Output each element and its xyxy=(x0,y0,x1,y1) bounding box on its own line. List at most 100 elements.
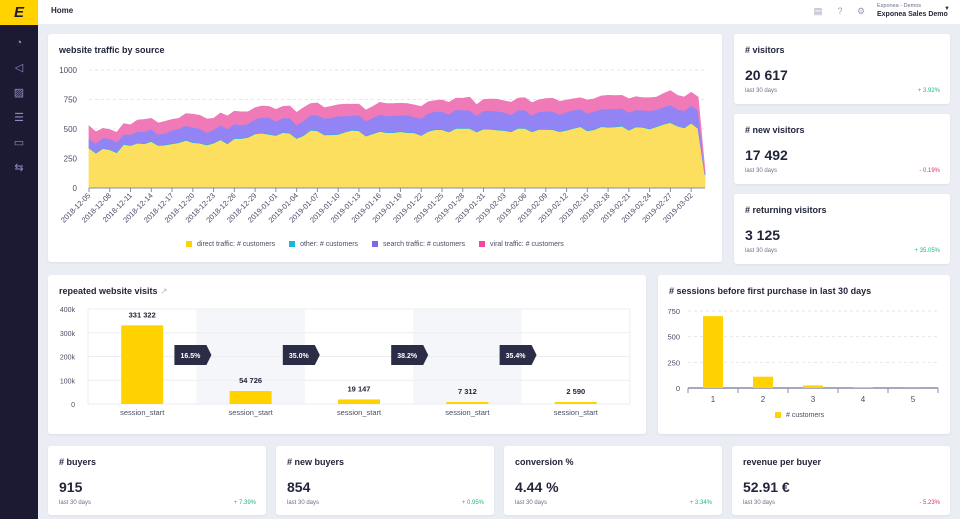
kpi-change: - 0.19% xyxy=(919,168,940,174)
conversion-rate-label: 35.0% xyxy=(289,353,310,360)
conversion-rate-label: 16.5% xyxy=(180,353,201,360)
y-tick-label: 250 xyxy=(64,155,78,164)
kpi-value: 4.44 % xyxy=(515,479,559,495)
kpi-value: 20 617 xyxy=(745,67,788,83)
kpi-period: last 30 days xyxy=(59,500,92,506)
help-icon[interactable]: ? xyxy=(837,6,843,16)
kpi-change: + 7.39% xyxy=(233,500,256,506)
sessions-bar-chart: 0 250 500 750 1 2 3 4 5 xyxy=(667,307,939,404)
database-icon[interactable]: ☰ xyxy=(14,112,24,124)
bar-value-label: 19 147 xyxy=(348,384,371,393)
funnel-bar-chart: 0 100k 200k 300k 400k 331 322 session_start 54 … xyxy=(60,307,631,417)
kpi-card[interactable]: # buyers 915 last 30 days + 7.39% xyxy=(48,446,266,515)
kpi-title: # returning visitors xyxy=(745,205,827,215)
funnel-bar[interactable] xyxy=(121,325,164,404)
kpi-card[interactable]: # new buyers 854 last 30 days + 0.95% xyxy=(276,446,494,515)
category-label: session_start xyxy=(445,408,490,417)
kpi-title: # buyers xyxy=(59,457,97,467)
kpi-change: + 0.95% xyxy=(461,500,484,506)
sidebar: E ◔ ◁ ▨ ☰ ▭ ⇆ xyxy=(0,0,38,519)
kpi-title: # new visitors xyxy=(745,125,805,135)
conversion-rate-label: 38.2% xyxy=(397,353,418,360)
y-tick-label: 750 xyxy=(64,96,78,105)
kpi-value: 17 492 xyxy=(745,147,788,163)
kpi-card[interactable]: # new visitors 17 492 last 30 days - 0.1… xyxy=(734,114,950,184)
funnel-title: repeated website visits xyxy=(59,286,158,296)
bar-value-label: 54 726 xyxy=(239,376,262,385)
traffic-card: website traffic by source 0 250 500 750 1000… xyxy=(48,34,722,262)
traffic-legend: direct traffic: # customers other: # cust… xyxy=(186,241,564,248)
category-label: session_start xyxy=(554,408,599,417)
bar[interactable] xyxy=(753,376,773,388)
kpi-title: # new buyers xyxy=(287,457,345,467)
y-tick-label: 400k xyxy=(60,307,76,314)
kpi-change: + 3.92% xyxy=(917,88,940,94)
funnel-bar[interactable] xyxy=(446,402,489,404)
funnel-bar[interactable] xyxy=(554,402,597,404)
x-tick-label: 3 xyxy=(811,395,816,404)
funnel-bar[interactable] xyxy=(229,391,272,404)
folder-icon[interactable]: ▭ xyxy=(13,137,25,149)
kpi-period: last 30 days xyxy=(515,500,548,506)
legend-item[interactable]: search traffic: # customers xyxy=(372,241,465,248)
bar[interactable] xyxy=(703,316,723,388)
x-tick-label: 2 xyxy=(761,395,766,404)
funnel-card: repeated website visits ↗ 0 100k 200k 300k 4… xyxy=(48,275,646,434)
kpi-card[interactable]: revenue per buyer 52.91 € last 30 days -… xyxy=(732,446,950,515)
gear-icon[interactable]: ⚙ xyxy=(856,6,866,16)
settings-sliders-icon[interactable]: ⇆ xyxy=(14,162,24,174)
category-label: session_start xyxy=(120,408,165,417)
bar-value-label: 7 312 xyxy=(458,387,477,396)
analytics-icon[interactable]: ▨ xyxy=(13,87,25,99)
card-title: # sessions before first purchase in last… xyxy=(669,286,872,296)
dashboard-icon[interactable]: ◔ xyxy=(15,36,23,49)
legend-item[interactable]: direct traffic: # customers xyxy=(186,241,275,248)
project-selector[interactable]: Exponea Sales Demo xyxy=(877,11,948,18)
sessions-card: # sessions before first purchase in last… xyxy=(658,275,950,434)
sessions-legend: # customers xyxy=(775,412,824,419)
legend-item[interactable]: viral traffic: # customers xyxy=(479,241,564,248)
kpi-period: last 30 days xyxy=(745,88,778,94)
chat-icon[interactable]: ▤ xyxy=(813,6,823,16)
kpi-change: - 5.23% xyxy=(919,500,940,506)
top-bar: Home ▤ ? ⚙ Exponea - Demos Exponea Sales… xyxy=(38,0,960,24)
y-tick-label: 200k xyxy=(60,355,76,362)
exponea-logo[interactable]: E xyxy=(0,0,38,25)
bar-value-label: 2 590 xyxy=(566,387,585,396)
y-tick-label: 0 xyxy=(73,184,78,193)
legend-item[interactable]: other: # customers xyxy=(289,241,358,248)
category-label: session_start xyxy=(229,408,274,417)
kpi-title: revenue per buyer xyxy=(743,457,822,467)
legend-item[interactable]: # customers xyxy=(775,412,824,419)
y-tick-label: 100k xyxy=(60,378,76,385)
organization-name[interactable]: Exponea - Demos xyxy=(877,3,922,9)
bar[interactable] xyxy=(803,385,823,388)
conversion-arrow xyxy=(282,345,320,365)
kpi-value: 3 125 xyxy=(745,227,781,243)
kpi-change: + 35.05% xyxy=(914,248,940,254)
conversion-rate-label: 35.4% xyxy=(506,353,527,360)
breadcrumb[interactable]: Home xyxy=(51,6,74,15)
kpi-period: last 30 days xyxy=(743,500,776,506)
chevron-down-icon[interactable]: ▼ xyxy=(944,6,950,12)
kpi-period: last 30 days xyxy=(287,500,320,506)
kpi-value: 915 xyxy=(59,479,83,495)
bar[interactable] xyxy=(853,387,873,388)
kpi-change: + 3.34% xyxy=(689,500,712,506)
x-tick-label: 1 xyxy=(711,395,716,404)
traffic-area-chart: 025050075010002018-12-052018-12-082018-1… xyxy=(59,66,706,225)
external-link-icon[interactable]: ↗ xyxy=(160,286,168,296)
kpi-value: 52.91 € xyxy=(743,479,790,495)
megaphone-icon[interactable]: ◁ xyxy=(14,62,24,74)
funnel-bar[interactable] xyxy=(338,399,380,404)
y-tick-label: 500 xyxy=(667,333,680,342)
kpi-card[interactable]: # returning visitors 3 125 last 30 days … xyxy=(734,194,950,264)
kpi-period: last 30 days xyxy=(745,168,778,174)
kpi-card[interactable]: conversion % 4.44 % last 30 days + 3.34% xyxy=(504,446,722,515)
y-tick-label: 300k xyxy=(60,331,76,338)
kpi-title: # visitors xyxy=(745,45,785,55)
x-tick-label: 5 xyxy=(911,395,916,404)
y-tick-label: 250 xyxy=(667,358,680,367)
kpi-card[interactable]: # visitors 20 617 last 30 days + 3.92% xyxy=(734,34,950,104)
area-series[interactable] xyxy=(88,90,706,173)
